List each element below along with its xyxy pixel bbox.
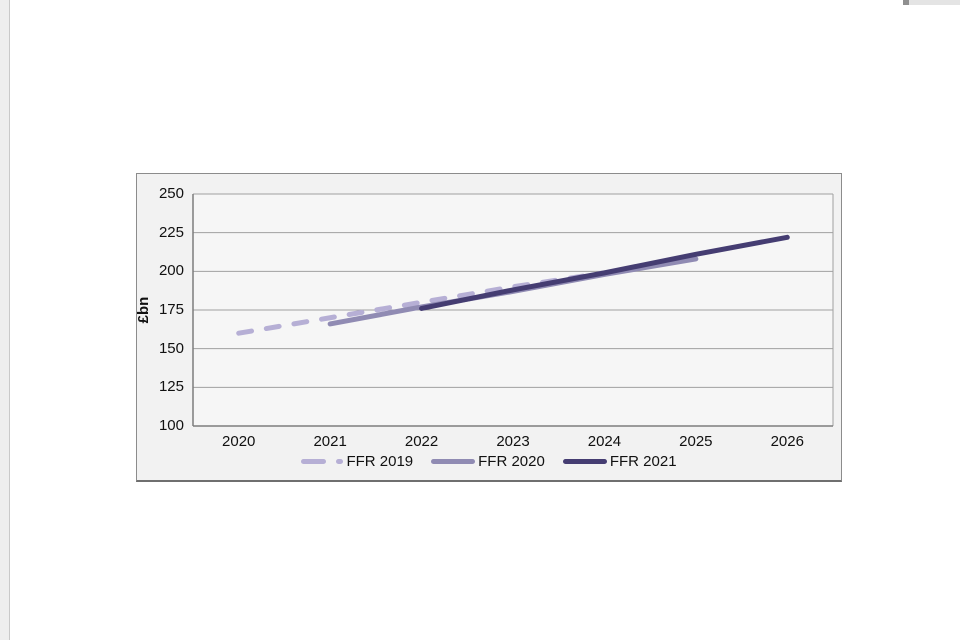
x-tick-2024: 2024 xyxy=(587,433,622,450)
y-tick-150: 150 xyxy=(158,339,184,357)
chart-legend: FFR 2019 FFR 2020 FFR 2021 xyxy=(137,450,841,472)
legend-label: FFR 2021 xyxy=(609,452,677,470)
y-tick-250: 250 xyxy=(158,185,184,202)
legend-label: FFR 2020 xyxy=(478,452,545,470)
y-tick-125: 125 xyxy=(158,378,184,396)
x-tick-2020: 2020 xyxy=(222,433,256,450)
scrollbar-fragment[interactable] xyxy=(903,0,960,5)
legend-item-ffr-2021: FFR 2021 xyxy=(562,452,677,470)
y-tick-225: 225 xyxy=(158,223,184,241)
legend-item-ffr-2020: FFR 2020 xyxy=(431,453,545,470)
legend-dashed-swatch xyxy=(301,458,327,464)
chart-frame: 100 125 150 175 200 225 250 2020 2021 2022 2023 20… xyxy=(135,173,842,482)
legend-dash-dot xyxy=(336,458,344,464)
x-tick-2023: 2023 xyxy=(496,433,530,450)
legend-label: FFR 2019 xyxy=(346,452,414,470)
x-tick-2026: 2026 xyxy=(770,433,804,450)
line-chart xyxy=(192,193,834,427)
y-tick-100: 100 xyxy=(158,417,184,434)
y-tick-175: 175 xyxy=(158,301,184,318)
series-line-ffr-2021 xyxy=(419,234,790,311)
x-tick-2021: 2021 xyxy=(313,433,347,450)
scrollbar-thumb[interactable] xyxy=(903,0,909,5)
legend-line-swatch xyxy=(562,458,607,464)
y-axis-title: £bn xyxy=(135,296,152,324)
x-tick-2025: 2025 xyxy=(679,433,713,450)
page-left-gutter xyxy=(0,0,10,640)
legend-line-swatch xyxy=(431,458,476,464)
legend-item-ffr-2019: FFR 2019 xyxy=(301,453,413,470)
y-tick-200: 200 xyxy=(158,262,184,280)
x-tick-2022: 2022 xyxy=(404,433,439,450)
